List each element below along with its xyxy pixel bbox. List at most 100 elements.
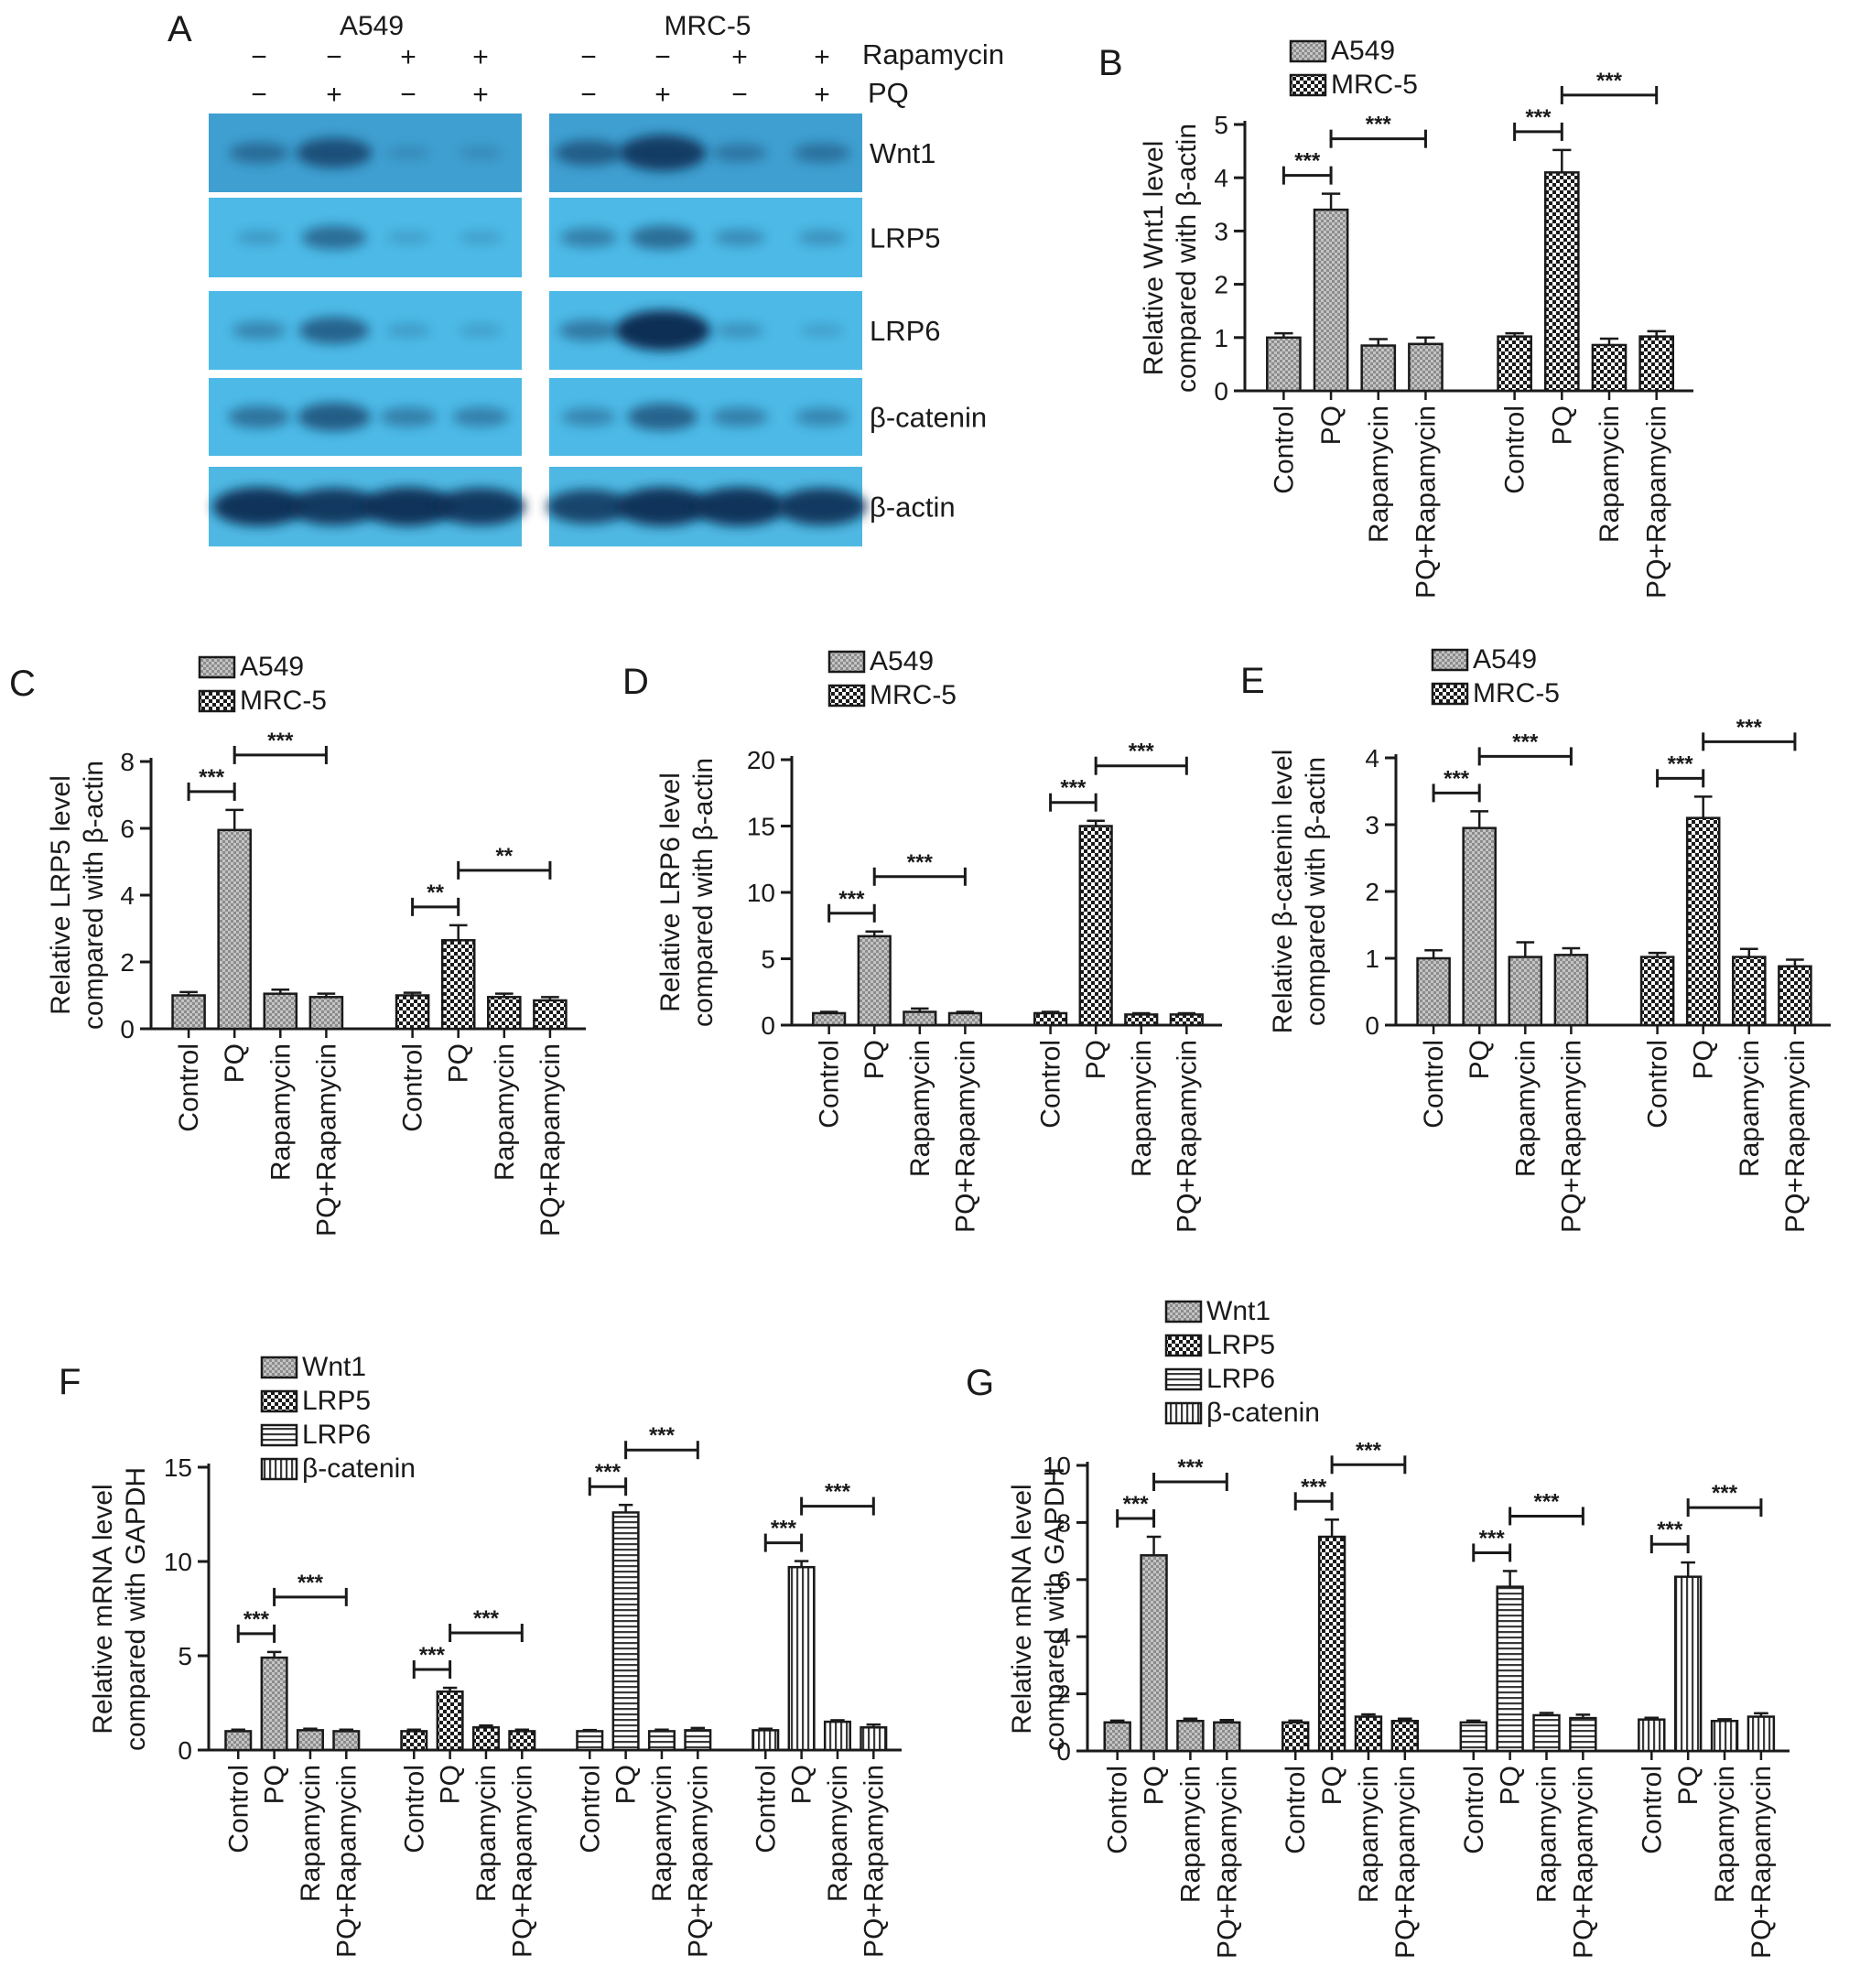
panel-d-category-label-a549-pq-rapamycin: PQ+Rapamycin bbox=[950, 1040, 980, 1233]
panel-f-category-label-lrp5-pq: PQ bbox=[436, 1765, 466, 1804]
panel-e-legend-label-a549: A549 bbox=[1473, 644, 1537, 675]
band-a549-lrp5-lane-3 bbox=[386, 231, 430, 244]
panel-g-bar-catenin-pq bbox=[1673, 1575, 1703, 1753]
panel-g-bar-catenin-control bbox=[1638, 1718, 1666, 1753]
panel-c-sig-label-2: ** bbox=[427, 881, 444, 905]
band-a549-lrp6-lane-2 bbox=[298, 317, 370, 344]
panel-f-category-label-lrp5-control: Control bbox=[399, 1765, 429, 1853]
panel-f-category-label-lrp6-pq: PQ bbox=[611, 1765, 642, 1804]
panel-e-category-label-mrc-5-pq: PQ bbox=[1689, 1040, 1719, 1079]
blot-protein-label-catenin: β-catenin bbox=[870, 402, 987, 434]
band-a549-wnt1-lane-2 bbox=[296, 137, 373, 168]
panel-g-bar-lrp6-pq bbox=[1496, 1585, 1524, 1753]
panel-g-bar-lrp6-pq-rapamycin bbox=[1569, 1716, 1597, 1753]
panel-b-y-tick-label-0: 0 bbox=[1214, 377, 1228, 405]
band-a549-lrp5-lane-4 bbox=[459, 231, 503, 244]
panel-g-legend-swatch-lrp5 bbox=[1164, 1334, 1203, 1357]
western-blot-panel: A A549 MRC-5 Rapamycin PQ −−−++−++−−−++−… bbox=[168, 9, 1004, 546]
panel-f-bar-wnt1-rapamycin bbox=[296, 1729, 324, 1752]
panel-d-y-axis-title-line2: compared with β-actin bbox=[688, 758, 719, 1027]
panel-c-category-label-a549-pq: PQ bbox=[220, 1043, 250, 1083]
panel-f-category-label-lrp5-pq-rapamycin: PQ+Rapamycin bbox=[507, 1765, 537, 1958]
panel-g-y-tick-label-2: 4 bbox=[1056, 1623, 1071, 1651]
pq-row-label: PQ bbox=[868, 77, 909, 109]
panel-c-y-tick-label-3: 6 bbox=[120, 815, 135, 843]
panel-f-y-axis-title: Relative mRNA level compared with GAPDH bbox=[88, 1467, 151, 1751]
panel-g-y-axis-title-line1: Relative mRNA level bbox=[1007, 1484, 1037, 1734]
band-mrc-5-catenin-lane-1 bbox=[561, 407, 616, 427]
panel-f-legend-swatch-lrp6 bbox=[260, 1423, 298, 1447]
chart-panel-e: E Relative β-catenin level compared with β… bbox=[1240, 644, 1831, 1233]
panel-b-legend-label-mrc-5: MRC-5 bbox=[1331, 70, 1418, 100]
panel-d-category-label-a549-pq: PQ bbox=[860, 1040, 890, 1079]
panel-g-category-label-lrp6-pq-rapamycin: PQ+Rapamycin bbox=[1568, 1766, 1598, 1959]
panel-b-category-label-mrc-5-rapamycin: Rapamycin bbox=[1595, 405, 1625, 543]
panel-f-y-axis-title-line1: Relative mRNA level bbox=[88, 1484, 118, 1734]
panel-e-legend-swatch-mrc-5 bbox=[1431, 682, 1469, 706]
panel-c-y-tick-label-4: 8 bbox=[120, 748, 135, 776]
panel-g-category-label-lrp6-rapamycin: Rapamycin bbox=[1532, 1766, 1563, 1903]
panel-d-bar-mrc-5-pq-rapamycin bbox=[1169, 1013, 1204, 1027]
panel-b-y-axis-title: Relative Wnt1 level compared with β-actin bbox=[1139, 124, 1202, 393]
panel-e-bar-mrc-5-rapamycin bbox=[1732, 956, 1767, 1027]
panel-f-y-tick-label-2: 10 bbox=[164, 1548, 192, 1576]
panel-g-sig-label-6: *** bbox=[1657, 1518, 1683, 1542]
panel-b-sig-label-2: *** bbox=[1525, 105, 1552, 130]
blot-strips: Wnt1 LRP5 LRP6 β-catenin β-actin bbox=[209, 113, 987, 546]
rapamycin-sign-a549-1: − bbox=[326, 42, 342, 72]
panel-b-bar-mrc-5-rapamycin bbox=[1591, 343, 1628, 393]
panel-b-sig-label-3: *** bbox=[1596, 69, 1623, 93]
panel-g-legend-label-catenin: β-catenin bbox=[1206, 1398, 1320, 1428]
panel-e-y-tick-label-2: 2 bbox=[1365, 878, 1379, 906]
panel-f-category-label-wnt1-pq-rapamycin: PQ+Rapamycin bbox=[331, 1765, 362, 1958]
panel-g-bar-lrp6-control bbox=[1459, 1721, 1487, 1753]
panel-e-bar-a549-pq-rapamycin bbox=[1553, 954, 1589, 1027]
band-a549-lrp6-lane-4 bbox=[459, 324, 503, 337]
panel-d-y-tick-label-1: 5 bbox=[761, 945, 775, 974]
panel-d-legend-swatch-mrc-5 bbox=[827, 684, 866, 708]
band-mrc-5-lrp6-lane-1 bbox=[558, 319, 619, 341]
panel-f-category-label-catenin-control: Control bbox=[751, 1765, 781, 1853]
panel-b-label: B bbox=[1098, 43, 1123, 83]
panel-d-sig-label-1: *** bbox=[907, 850, 934, 875]
panel-e-legend-swatch-a549 bbox=[1431, 648, 1469, 672]
pq-sign-mrc-5-3: + bbox=[814, 80, 830, 110]
panel-b-y-tick-label-5: 5 bbox=[1214, 111, 1228, 139]
panel-e-bar-mrc-5-pq bbox=[1685, 816, 1721, 1027]
panel-d-category-label-a549-rapamycin: Rapamycin bbox=[905, 1040, 935, 1177]
panel-e-category-label-a549-control: Control bbox=[1419, 1040, 1449, 1129]
panel-c-category-label-a549-rapamycin: Rapamycin bbox=[265, 1043, 296, 1181]
panel-c-sig-label-3: ** bbox=[495, 844, 513, 869]
panel-e-bar-a549-pq bbox=[1462, 827, 1497, 1027]
panel-c-bar-a549-pq bbox=[217, 828, 252, 1031]
chart-panel-b: B Relative Wnt1 level compared with β-acti… bbox=[1098, 36, 1693, 599]
panel-d-sig-label-0: *** bbox=[838, 887, 865, 912]
band-mrc-5-actin-lane-1 bbox=[546, 489, 631, 524]
panel-d-sig-label-3: *** bbox=[1129, 740, 1155, 764]
panel-f-category-label-lrp6-rapamycin: Rapamycin bbox=[647, 1765, 677, 1902]
rapamycin-sign-a549-0: − bbox=[251, 42, 267, 72]
panel-e-bar-mrc-5-control bbox=[1639, 956, 1675, 1027]
panel-g-category-label-lrp5-rapamycin: Rapamycin bbox=[1354, 1766, 1384, 1903]
panel-g-bar-wnt1-rapamycin bbox=[1176, 1719, 1205, 1753]
band-mrc-5-catenin-lane-3 bbox=[711, 406, 768, 427]
panel-b-bar-a549-pq bbox=[1313, 208, 1349, 393]
panel-f-category-label-lrp5-rapamycin: Rapamycin bbox=[471, 1765, 502, 1902]
panel-f-bar-lrp6-pq-rapamycin bbox=[684, 1729, 712, 1752]
panel-g-sig-label-0: *** bbox=[1123, 1492, 1150, 1517]
panel-c-bar-mrc-5-rapamycin bbox=[487, 996, 522, 1031]
panel-g-y-tick-label-5: 10 bbox=[1043, 1452, 1071, 1480]
panel-f-bar-catenin-control bbox=[752, 1729, 780, 1752]
panel-f-y-tick-label-3: 15 bbox=[164, 1453, 192, 1482]
panel-b-category-label-mrc-5-pq-rapamycin: PQ+Rapamycin bbox=[1642, 405, 1672, 599]
panel-g-category-label-catenin-control: Control bbox=[1637, 1766, 1667, 1854]
band-mrc-5-actin-lane-2 bbox=[616, 487, 709, 526]
panel-b-legend-swatch-a549 bbox=[1289, 39, 1327, 63]
panel-e-bar-a549-control bbox=[1416, 956, 1451, 1027]
chart-panel-f: F Relative mRNA level compared with GAPDH 0… bbox=[59, 1352, 902, 1958]
panel-d-y-axis-title-line1: Relative LRP6 level bbox=[655, 773, 686, 1012]
panel-f-bar-lrp5-pq bbox=[436, 1690, 464, 1752]
panel-g-y-axis-title-line2: compared with GAPDH bbox=[1040, 1467, 1070, 1751]
panel-f-legend-label-catenin: β-catenin bbox=[302, 1453, 416, 1484]
panel-g-category-label-wnt1-rapamycin: Rapamycin bbox=[1175, 1766, 1206, 1903]
